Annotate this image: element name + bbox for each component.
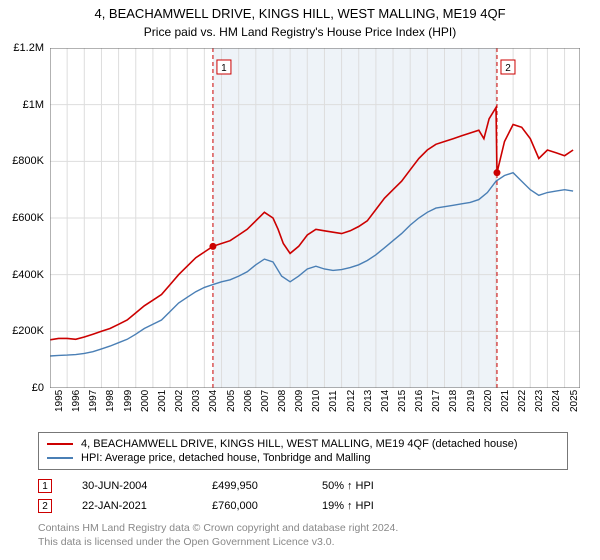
marker-badge: 2 xyxy=(38,499,52,513)
marker-price: £499,950 xyxy=(212,480,292,492)
x-tick-label: 2011 xyxy=(328,390,339,412)
legend-swatch xyxy=(47,457,73,459)
x-tick-label: 2025 xyxy=(569,390,580,412)
legend-item: 4, BEACHAMWELL DRIVE, KINGS HILL, WEST M… xyxy=(47,437,559,451)
arrow-up-icon: ↑ xyxy=(347,500,353,512)
chart-subtitle: Price paid vs. HM Land Registry's House … xyxy=(0,21,600,43)
x-axis-labels: 1995 1996 1997 1998 1999 2000 2001 2002 2003 2004… xyxy=(50,388,580,438)
x-tick-label: 2024 xyxy=(551,390,562,412)
marker-price: £760,000 xyxy=(212,500,292,512)
legend-label: 4, BEACHAMWELL DRIVE, KINGS HILL, WEST M… xyxy=(81,438,518,450)
chart-svg: 12 xyxy=(50,48,580,388)
x-tick-label: 1996 xyxy=(71,390,82,412)
x-tick-label: 2002 xyxy=(174,390,185,412)
y-tick-label: £1M xyxy=(23,99,44,111)
marker-table: 1 30-JUN-2004 £499,950 50% ↑ HPI 2 22-JAN-202… xyxy=(38,476,568,516)
marker-row: 2 22-JAN-2021 £760,000 19% ↑ HPI xyxy=(38,496,568,516)
x-tick-label: 2017 xyxy=(431,390,442,412)
arrow-up-icon: ↑ xyxy=(347,480,353,492)
footnote-line-1: Contains HM Land Registry data © Crown c… xyxy=(38,522,398,536)
marker-date: 22-JAN-2021 xyxy=(82,500,182,512)
y-tick-label: £800K xyxy=(12,155,44,167)
x-tick-label: 1998 xyxy=(105,390,116,412)
legend: 4, BEACHAMWELL DRIVE, KINGS HILL, WEST M… xyxy=(38,432,568,470)
legend-label: HPI: Average price, detached house, Tonb… xyxy=(81,452,370,464)
x-tick-label: 2003 xyxy=(191,390,202,412)
chart-title: 4, BEACHAMWELL DRIVE, KINGS HILL, WEST M… xyxy=(0,0,600,21)
x-tick-label: 2004 xyxy=(208,390,219,412)
x-tick-label: 2019 xyxy=(466,390,477,412)
x-tick-label: 2010 xyxy=(311,390,322,412)
x-tick-label: 1997 xyxy=(88,390,99,412)
chart-container: 4, BEACHAMWELL DRIVE, KINGS HILL, WEST M… xyxy=(0,0,600,560)
y-axis-labels: £0£200K£400K£600K£800K£1M£1.2M xyxy=(0,48,48,388)
y-tick-label: £400K xyxy=(12,269,44,281)
marker-badge: 1 xyxy=(38,479,52,493)
x-tick-label: 2020 xyxy=(483,390,494,412)
marker-row: 1 30-JUN-2004 £499,950 50% ↑ HPI xyxy=(38,476,568,496)
x-tick-label: 2009 xyxy=(294,390,305,412)
x-tick-label: 2001 xyxy=(157,390,168,412)
x-tick-label: 2016 xyxy=(414,390,425,412)
x-tick-label: 2007 xyxy=(260,390,271,412)
x-tick-label: 2000 xyxy=(140,390,151,412)
legend-item: HPI: Average price, detached house, Tonb… xyxy=(47,451,559,465)
x-tick-label: 1995 xyxy=(54,390,65,412)
legend-swatch xyxy=(47,443,73,445)
x-tick-label: 2005 xyxy=(226,390,237,412)
svg-text:1: 1 xyxy=(221,63,227,74)
marker-pct: 50% ↑ HPI xyxy=(322,480,412,492)
x-tick-label: 2023 xyxy=(534,390,545,412)
x-tick-label: 1999 xyxy=(123,390,134,412)
svg-text:2: 2 xyxy=(505,63,511,74)
x-tick-label: 2012 xyxy=(346,390,357,412)
marker-date: 30-JUN-2004 xyxy=(82,480,182,492)
marker-pct: 19% ↑ HPI xyxy=(322,500,412,512)
x-tick-label: 2021 xyxy=(500,390,511,412)
x-tick-label: 2006 xyxy=(243,390,254,412)
footnote-line-2: This data is licensed under the Open Gov… xyxy=(38,536,398,550)
y-tick-label: £200K xyxy=(12,325,44,337)
y-tick-label: £600K xyxy=(12,212,44,224)
x-tick-label: 2015 xyxy=(397,390,408,412)
x-tick-label: 2014 xyxy=(380,390,391,412)
y-tick-label: £0 xyxy=(32,382,44,394)
x-tick-label: 2018 xyxy=(448,390,459,412)
x-tick-label: 2013 xyxy=(363,390,374,412)
footnote: Contains HM Land Registry data © Crown c… xyxy=(38,522,398,549)
y-tick-label: £1.2M xyxy=(13,42,44,54)
x-tick-label: 2008 xyxy=(277,390,288,412)
x-tick-label: 2022 xyxy=(517,390,528,412)
plot-area: 12 xyxy=(50,48,580,388)
